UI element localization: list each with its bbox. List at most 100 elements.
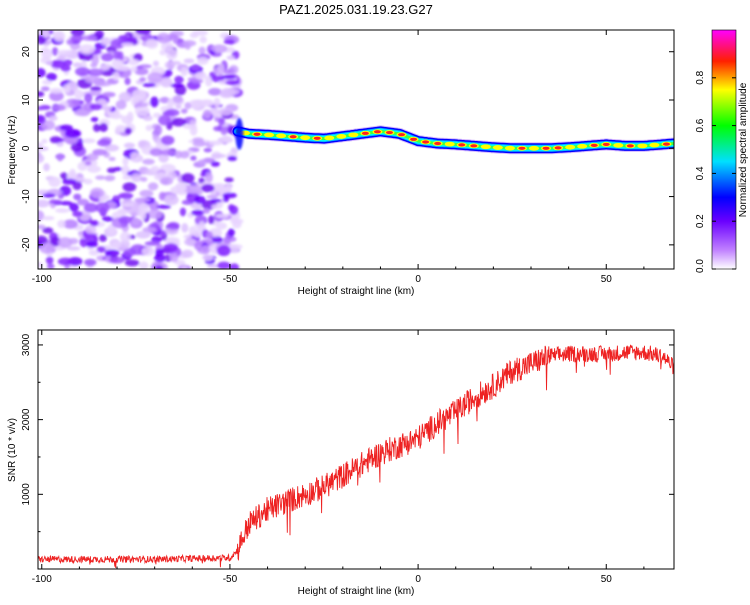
track-peak-core [398,133,406,137]
noise-blob [213,97,221,108]
noise-blob [38,106,46,111]
noise-blob [38,35,47,45]
noise-blob [217,63,225,74]
noise-blob [175,182,188,191]
noise-blob [205,172,213,184]
noise-blob [141,247,155,256]
noise-blob [115,124,127,133]
track-peak [480,144,491,150]
noise-blob [83,202,98,213]
noise-blob [142,226,157,233]
noise-blob [62,84,71,94]
noise-blob [126,36,138,43]
noise-blob [161,41,174,51]
noise-blob [46,61,53,66]
noise-blob [89,86,102,91]
colorbar-tick-label: 0.4 [695,166,706,180]
noise-blob [52,104,66,112]
noise-blob [74,67,91,77]
spectrogram-x-axis: -100 -50 0 50 [32,30,645,285]
noise-blob [222,192,237,199]
noise-blob [222,69,233,75]
noise-blob [199,36,207,44]
track-peak-core [289,135,297,139]
noise-blob [41,138,48,144]
noise-blob [165,48,178,60]
noise-blob [142,82,156,88]
track-peak [444,141,455,147]
noise-blob [208,87,222,96]
spectrogram-y-tick-label: 0 [21,145,32,151]
noise-blob [119,239,131,250]
noise-blob [205,231,213,239]
noise-blob [55,208,70,213]
snr-panel: -100 -50 0 50 1000 2000 3000 Height of straig… [7,329,675,597]
noise-blob [69,168,76,177]
noise-blob [216,245,231,257]
noise-blob [169,83,184,88]
noise-blob [233,83,241,90]
noise-blob [192,140,207,147]
track-peak [324,135,335,141]
noise-blob [118,91,132,103]
noise-blob [109,256,125,264]
noise-blob [160,135,175,146]
noise-blob [158,191,166,201]
noise-blob [216,222,228,230]
spectrogram-y-label: Frequency (Hz) [7,116,18,185]
snr-x-tick-label: 50 [601,574,613,585]
noise-blob [93,123,101,132]
noise-blob [180,108,188,114]
spectrogram-x-tick-label: -50 [223,274,238,285]
noise-blob [70,35,83,42]
noise-blob [208,140,223,146]
snr-x-tick-label: -100 [32,574,52,585]
noise-blob [107,224,117,235]
spectrogram-x-tick-label: -100 [32,274,52,285]
noise-blob [90,116,99,123]
noise-blob [121,42,134,47]
noise-blob [134,68,149,76]
noise-blob [112,71,120,81]
noise-blob [147,72,163,84]
spectrogram-y-tick-label: 20 [21,46,32,58]
noise-blob [82,138,96,144]
track-peak [264,132,275,138]
noise-blob [115,99,127,110]
noise-blob [164,61,176,70]
noise-blob [167,222,180,230]
noise-blob [95,202,110,214]
noise-blob [145,38,159,49]
noise-blob [72,62,82,68]
noise-blob [124,77,131,86]
colorbar-tick-label: 0.0 [695,259,706,273]
noise-blob [108,156,116,162]
noise-blob [179,207,187,217]
noise-blob [64,129,81,138]
noise-blob [211,44,228,54]
noise-blob [38,91,45,98]
noise-blob [90,220,99,226]
noise-blob [53,30,66,42]
figure-title: PAZ1.2025.031.19.23.G27 [279,2,433,17]
noise-blob [106,167,117,174]
noise-blob [181,173,195,184]
noise-blob [154,124,163,136]
snr-y-tick-label: 2000 [21,408,32,431]
noise-blob [215,213,229,219]
track-peak [348,132,359,138]
noise-blob [223,39,235,45]
noise-blob [190,155,197,161]
noise-blob [43,163,50,172]
noise-blob [159,177,174,186]
noise-blob [62,219,78,229]
noise-blob [70,142,84,152]
noise-blob [190,79,204,84]
noise-blob [189,32,199,39]
track-onset [235,117,244,150]
noise-blob [84,258,97,267]
noise-blob [46,72,57,81]
noise-blob [38,142,44,147]
